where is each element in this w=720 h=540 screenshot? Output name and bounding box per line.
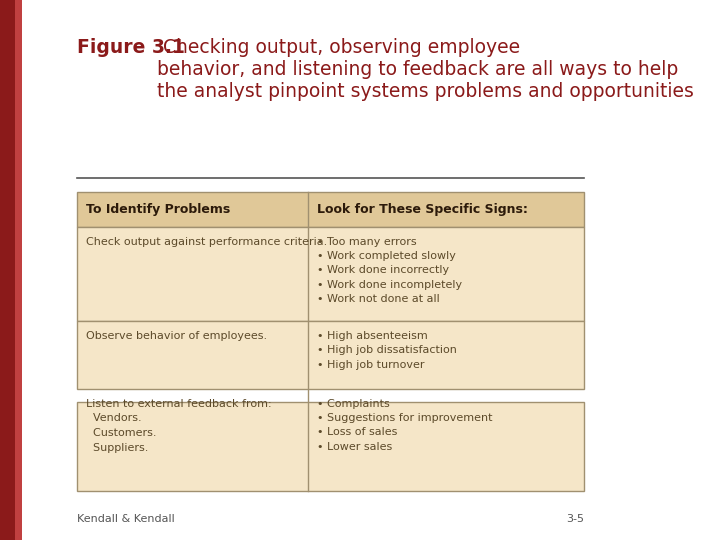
Text: • Too many errors
• Work completed slowly
• Work done incorrectly
• Work done in: • Too many errors • Work completed slowl…: [318, 237, 462, 304]
Text: Figure 3.1: Figure 3.1: [77, 38, 185, 57]
Text: Look for These Specific Signs:: Look for These Specific Signs:: [318, 202, 528, 216]
Text: 3-5: 3-5: [567, 514, 585, 524]
Text: To Identify Problems: To Identify Problems: [86, 202, 230, 216]
Text: Listen to external feedback from:
  Vendors.
  Customers.
  Suppliers.: Listen to external feedback from: Vendor…: [86, 399, 271, 453]
Text: Kendall & Kendall: Kendall & Kendall: [77, 514, 175, 524]
Bar: [77, 321, 585, 389]
Text: Checking output, observing employee
behavior, and listening to feedback are all : Checking output, observing employee beha…: [157, 38, 694, 101]
Bar: [77, 192, 585, 227]
Text: • High absenteeism
• High job dissatisfaction
• High job turnover: • High absenteeism • High job dissatisfa…: [318, 331, 457, 370]
Text: Observe behavior of employees.: Observe behavior of employees.: [86, 331, 267, 341]
Bar: [15, 0, 22, 540]
Bar: [77, 402, 585, 491]
Bar: [0, 0, 15, 540]
Text: Check output against performance criteria.: Check output against performance criteri…: [86, 237, 328, 247]
Bar: [77, 227, 585, 321]
Text: • Complaints
• Suggestions for improvement
• Loss of sales
• Lower sales: • Complaints • Suggestions for improveme…: [318, 399, 493, 452]
